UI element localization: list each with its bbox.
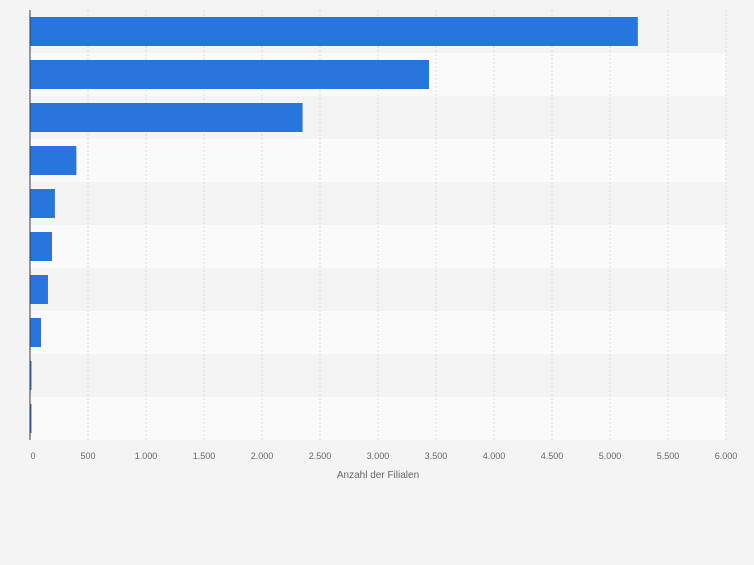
- bar: [30, 60, 430, 89]
- x-tick-label: 3.000: [367, 451, 390, 461]
- bar: [30, 361, 32, 390]
- bar: [30, 103, 303, 132]
- x-tick-label: 6.000: [715, 451, 738, 461]
- x-tick-label: 1.500: [193, 451, 216, 461]
- x-axis-label: Anzahl der Filialen: [337, 470, 419, 481]
- x-tick-label: 3.500: [425, 451, 448, 461]
- x-tick-label: 5.000: [599, 451, 622, 461]
- x-tick-label: 0: [30, 451, 35, 461]
- x-tick-label: 4.500: [541, 451, 564, 461]
- bar: [30, 17, 638, 46]
- bar: [30, 232, 53, 261]
- bar: [30, 189, 55, 218]
- x-tick-label: 1.000: [135, 451, 158, 461]
- bar: [30, 404, 32, 433]
- x-tick-label: 500: [80, 451, 95, 461]
- bars: [30, 17, 638, 433]
- bar: [30, 275, 48, 304]
- bar: [30, 146, 77, 175]
- bar: [30, 318, 42, 347]
- x-tick-labels: 0 500 1.000 1.500 2.000 2.500 3.000 3.500 4.000 4…: [30, 451, 737, 461]
- x-tick-label: 5.500: [657, 451, 680, 461]
- x-tick-label: 2.500: [309, 451, 332, 461]
- x-tick-label: 4.000: [483, 451, 506, 461]
- x-tick-label: 2.000: [251, 451, 274, 461]
